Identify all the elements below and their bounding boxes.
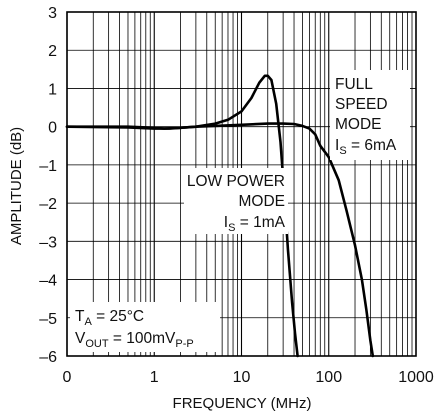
y-tick-label: 1 [48,81,57,98]
full-speed-current: IS = 6mA [335,137,397,157]
y-tick-label: –5 [39,311,57,328]
low-power-annotation: LOW POWER MODE IS = 1mA [184,168,288,234]
conditions-annotation: TA = 25°C VOUT = 100mVP-P [70,302,220,352]
y-tick-label: –4 [39,273,57,290]
x-tick-label: 0 [63,369,72,386]
y-tick-label: 0 [48,120,57,137]
full-speed-line-2: SPEED [335,96,388,113]
plot-frame [66,11,417,357]
y-axis-title: AMPLITUDE (dB) [8,127,25,245]
full-speed-line-1: FULL [335,76,373,93]
x-tick-label: 1 [150,369,159,386]
y-tick-label: –6 [39,349,57,366]
low-power-line-2: MODE [239,193,286,210]
ambient-temperature: TA = 25°C [75,308,144,328]
x-axis-title: FREQUENCY (MHz) [173,395,312,412]
full-speed-annotation: FULL SPEED MODE IS = 6mA [330,70,410,160]
y-tick-label: –2 [39,196,57,213]
y-tick-label: –3 [39,234,57,251]
y-tick-label: –1 [39,158,57,175]
y-tick-label: 2 [48,43,57,60]
x-tick-label: 1000 [398,369,434,386]
low-power-current: IS = 1mA [224,214,286,234]
x-tick-label: 100 [315,369,342,386]
low-power-line-1: LOW POWER [187,173,285,190]
full-speed-line-3: MODE [335,116,382,133]
y-tick-label: 3 [48,5,57,22]
x-tick-label: 10 [233,369,251,386]
output-voltage: VOUT = 100mVP-P [75,330,194,350]
